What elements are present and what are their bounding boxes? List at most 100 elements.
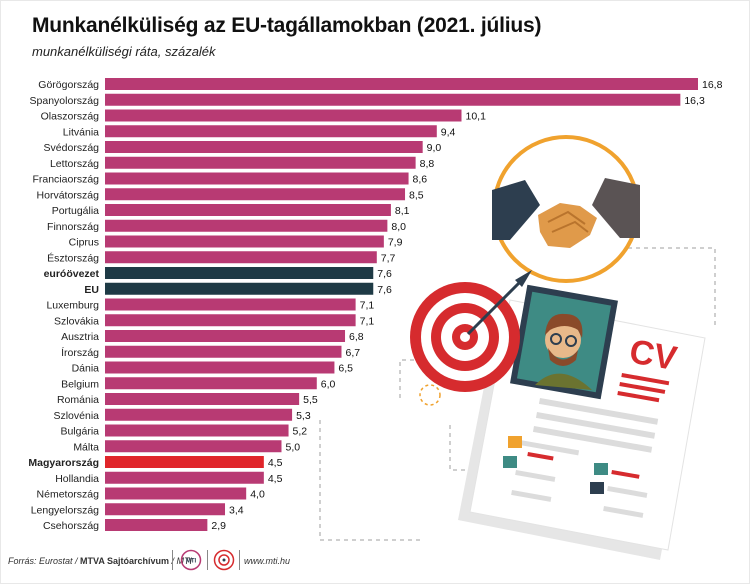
value-label-szlovakia: 7,1 [360,315,375,327]
value-label-spanyolorszag: 16,3 [684,95,705,107]
dashed-line [319,420,420,541]
category-label-luxemburg: Luxemburg [46,300,99,312]
category-label-bulgaria: Bulgária [60,426,99,438]
category-label-esztorszag: Észtország [47,251,99,264]
category-label-olaszorszag: Olaszország [41,111,100,123]
value-label-olaszorszag: 10,1 [466,111,487,123]
value-label-romania: 5,5 [303,394,318,406]
source-archive: MTVA Sajtóarchívum [80,556,170,566]
footer: Forrás: Eurostat / MTVA Sajtóarchívum / … [4,548,746,574]
target-logo-icon [213,549,235,571]
bar-nemetorszag [105,487,247,500]
bar-gorogorszag [105,78,698,90]
bar-franciaorszag [105,172,409,185]
bar-svedorszag [105,141,423,153]
bar-portugalia [105,204,391,216]
category-label-eu: EU [84,284,99,296]
dashed-line [620,247,716,325]
bar-irorszag [105,345,342,358]
bar-ausztria [105,330,346,342]
category-label-malta: Málta [73,441,99,453]
value-label-portugalia: 8,1 [395,205,410,217]
bar-belgium [105,377,317,390]
value-label-hollandia: 4,5 [268,473,283,485]
bar-szlovakia [105,314,356,327]
value-label-euroovezet: 7,6 [377,268,392,280]
category-label-belgium: Belgium [61,378,99,390]
bar-bulgaria [105,424,289,437]
value-label-irorszag: 6,7 [345,347,360,359]
category-label-portugalia: Portugália [52,205,99,217]
divider [239,550,240,570]
bar-eu [105,282,374,295]
bar-magyarorszag [105,456,264,468]
bar-szlovenia [105,408,293,421]
handshake-icon [492,135,640,283]
category-label-finnorszag: Finnország [47,221,99,233]
value-label-belgium: 6,0 [321,378,336,390]
category-label-nemetorszag: Németország [37,489,100,501]
bar-csehorszag [105,519,208,531]
bar-horvatorszag [105,188,406,201]
category-label-spanyolorszag: Spanyolország [30,95,100,107]
category-label-gorogorszag: Görögország [38,79,99,91]
bar-finnorszag [105,219,388,232]
bar-dania [105,361,335,374]
value-label-esztorszag: 7,7 [381,252,396,264]
bar-euroovezet [105,267,374,279]
value-label-malta: 5,0 [285,441,300,453]
category-label-csehorszag: Csehország [43,520,99,532]
dashed-circle-icon [419,384,441,406]
cv-label: CV [627,332,680,378]
value-label-gorogorszag: 16,8 [702,79,723,91]
category-label-horvatorszag: Horvátország [37,189,100,201]
divider [172,550,173,570]
bar-spanyolorszag [105,93,681,106]
value-label-luxemburg: 7,1 [360,300,375,312]
category-label-svedorszag: Svédország [44,142,100,154]
value-label-dania: 6,5 [338,363,353,375]
bars-layer: Görögország 16,8 Spanyolország 16,3 Olaszors… [28,78,723,532]
category-label-lengyelorszag: Lengyelország [31,504,99,516]
illustration: CV [319,135,716,560]
value-label-ciprus: 7,9 [388,237,403,249]
value-label-svedorszag: 9,0 [427,142,442,154]
value-label-lettorszag: 8,8 [420,158,435,170]
category-label-romania: Románia [57,394,99,406]
value-label-horvatorszag: 8,5 [409,189,424,201]
value-label-nemetorszag: 4,0 [250,489,265,501]
value-label-lengyelorszag: 3,4 [229,504,244,516]
value-label-szlovenia: 5,3 [296,410,311,422]
bar-lengyelorszag [105,503,226,516]
category-label-lettorszag: Lettország [50,158,99,170]
bar-romania [105,393,300,405]
value-label-eu: 7,6 [377,284,392,296]
category-label-magyarorszag: Magyarország [28,457,99,469]
divider [207,550,208,570]
source-prefix: Forrás: Eurostat / [8,556,81,566]
category-label-hollandia: Hollandia [55,473,99,485]
category-label-irorszag: Írország [61,346,99,359]
category-label-dania: Dánia [72,363,100,375]
value-label-magyarorszag: 4,5 [268,457,283,469]
category-label-ciprus: Ciprus [69,237,99,249]
mti-logo-icon: MTI [180,549,202,571]
value-label-csehorszag: 2,9 [211,520,226,532]
chart-subtitle: munkanélküliségi ráta, százalék [32,44,216,59]
bar-olaszorszag [105,109,462,122]
person-avatar-icon [510,284,618,400]
bar-malta [105,440,282,453]
source-text: Forrás: Eurostat / MTVA Sajtóarchívum / … [8,556,192,566]
svg-text:MTI: MTI [186,559,197,565]
category-label-litvania: Litvánia [63,126,99,138]
category-label-szlovenia: Szlovénia [53,410,99,422]
value-label-bulgaria: 5,2 [293,426,308,438]
bar-ciprus [105,235,384,248]
bar-hollandia [105,471,264,484]
value-label-litvania: 9,4 [441,126,456,138]
category-label-szlovakia: Szlovákia [54,315,99,327]
value-label-finnorszag: 8,0 [391,221,406,233]
bar-lettorszag [105,156,416,169]
website-link[interactable]: www.mti.hu [244,556,291,566]
